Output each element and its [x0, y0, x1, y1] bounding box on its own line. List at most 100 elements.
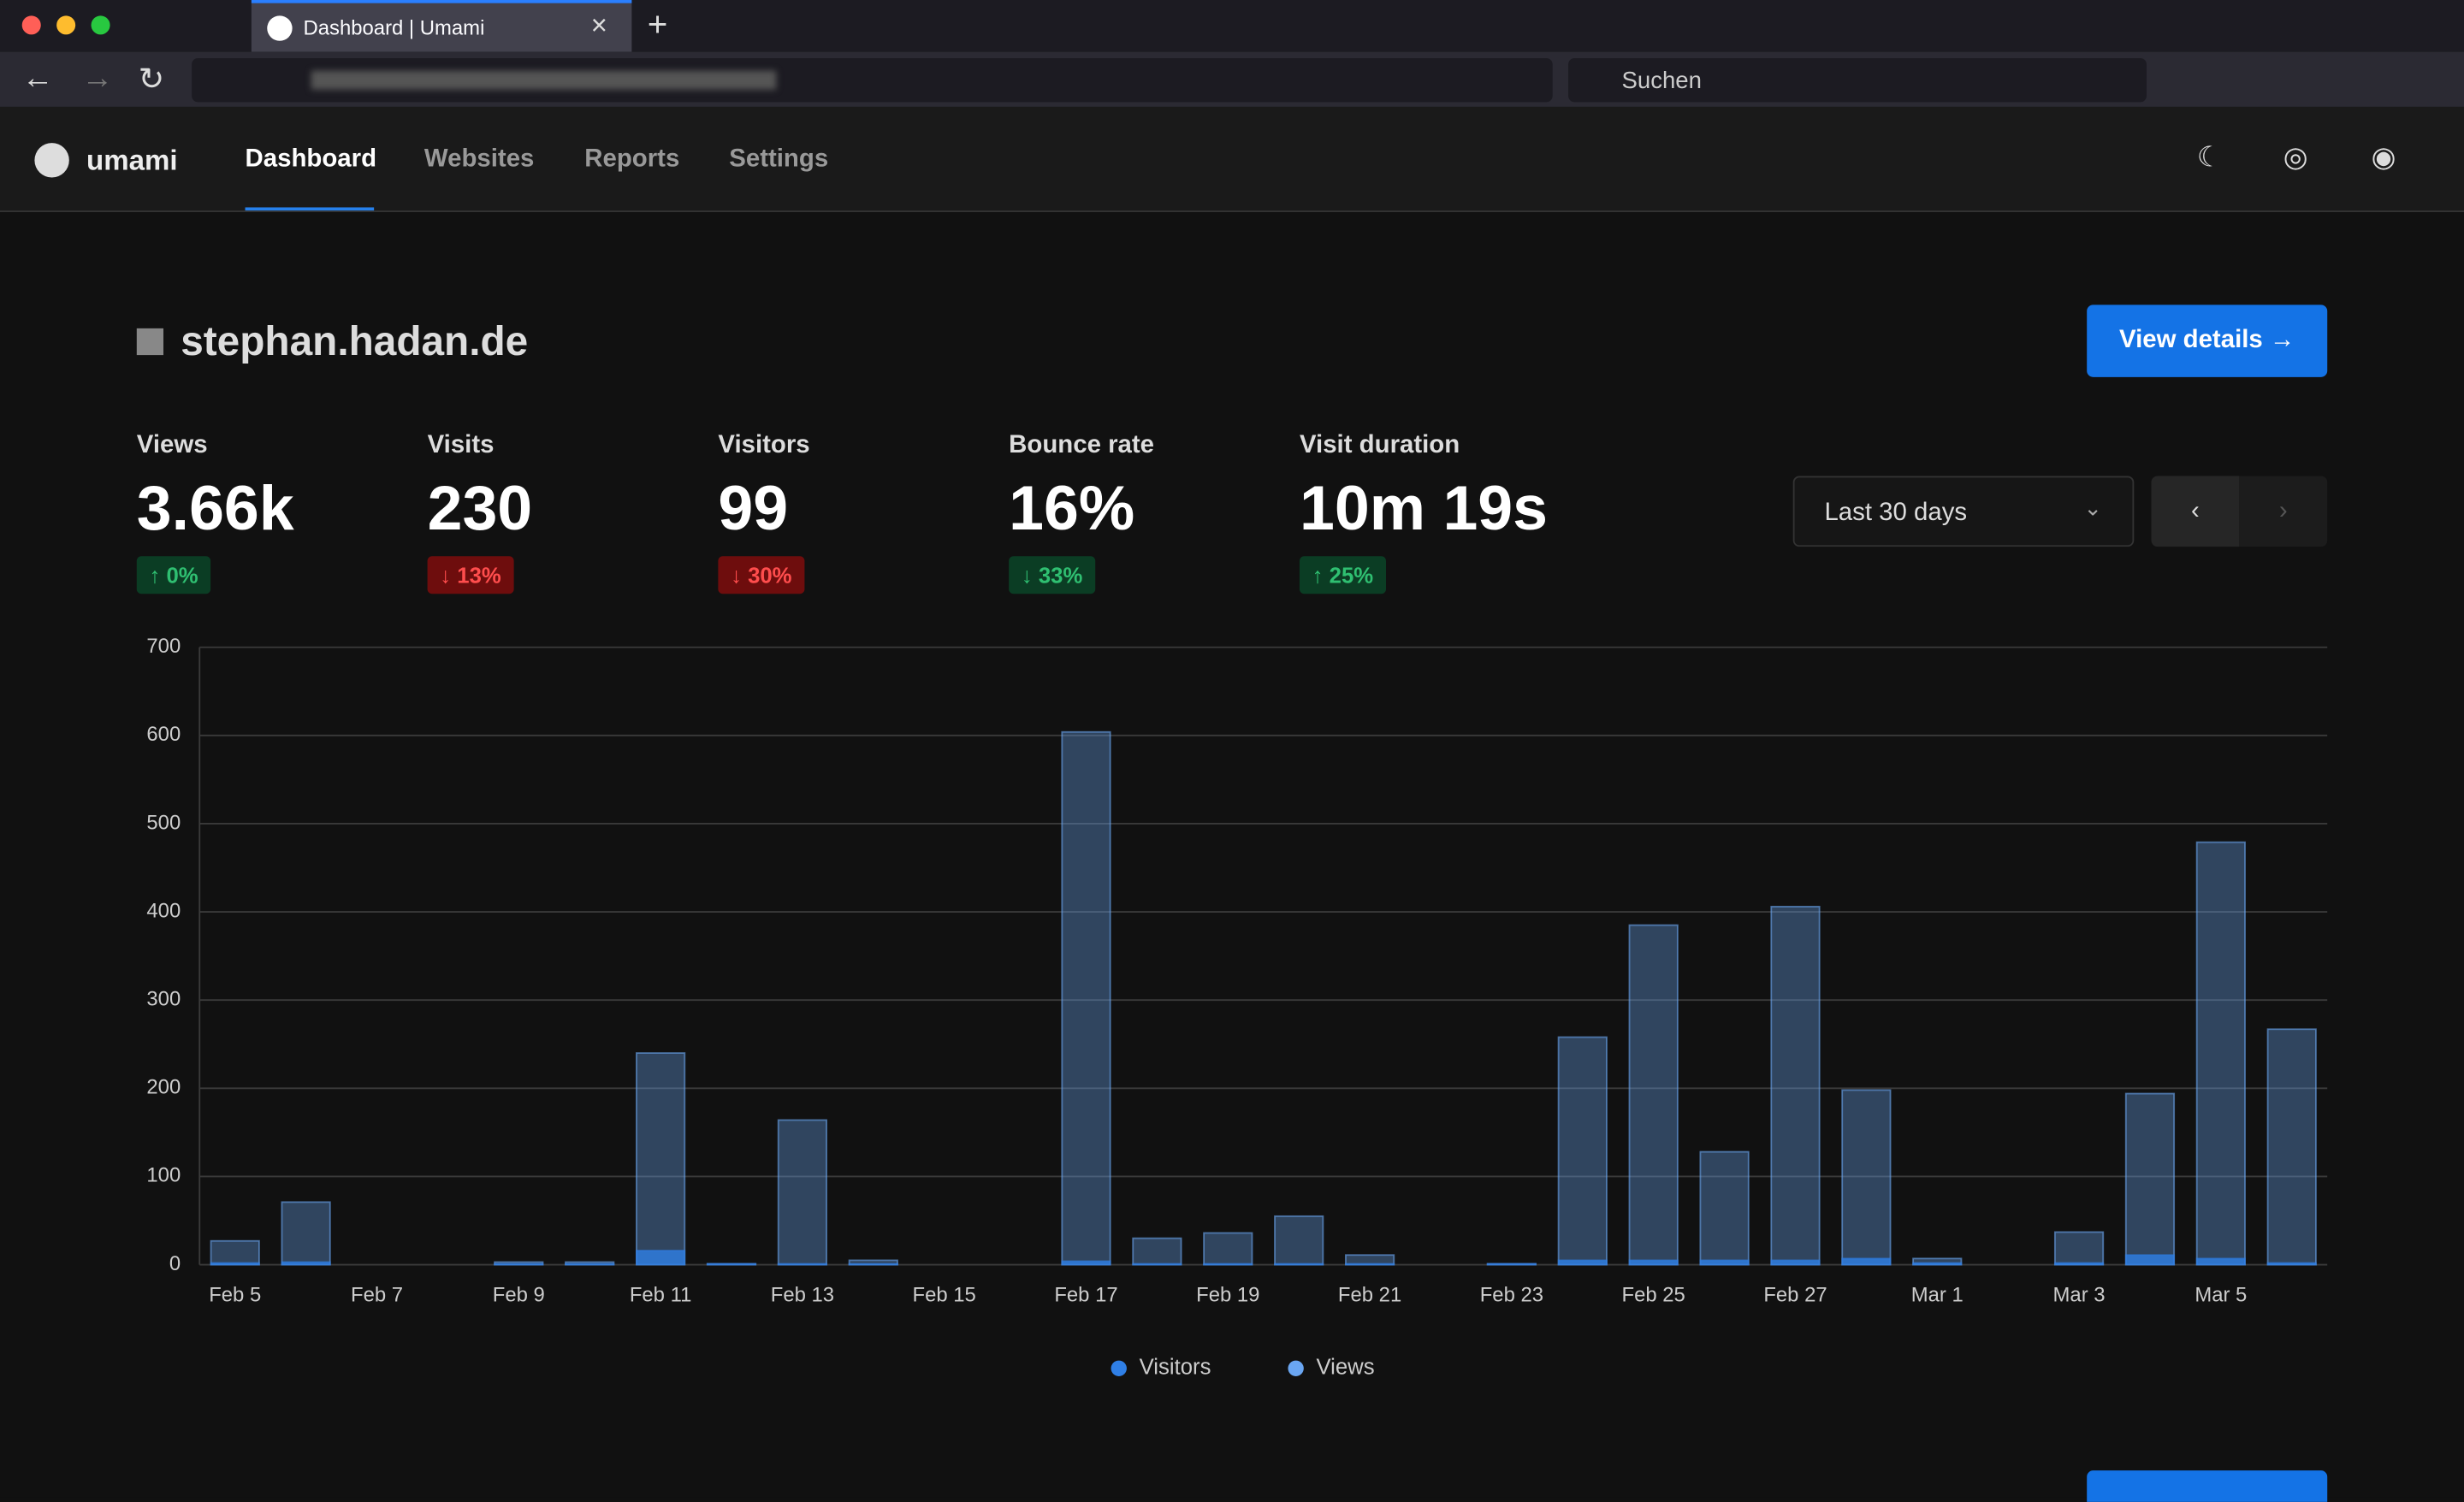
bar	[1061, 1260, 1111, 1266]
nav-item[interactable]: Settings	[729, 145, 829, 174]
x-tick-label: Feb 17	[1054, 1284, 1117, 1307]
metric-label: Visit duration	[1299, 432, 1460, 459]
profile[interactable]: ◉	[2371, 141, 2396, 174]
metric-change-value: 25%	[1329, 562, 1374, 588]
bar	[1203, 1232, 1253, 1266]
bar	[2124, 1254, 2176, 1266]
bar	[1486, 1263, 1537, 1266]
y-tick-label: 100	[146, 1164, 181, 1187]
bar	[1203, 1263, 1253, 1266]
bar	[635, 1250, 686, 1266]
bar	[281, 1201, 331, 1266]
bar	[1770, 1259, 1821, 1266]
metric-label: Visitors	[718, 432, 810, 459]
bar	[2053, 1262, 2105, 1266]
y-tick-label: 700	[146, 635, 181, 658]
metric-change: ↓ 30%	[718, 556, 805, 594]
y-tick-label: 500	[146, 811, 181, 834]
bar	[777, 1263, 828, 1266]
metric-value: 10m 19s	[1299, 474, 1549, 544]
y-tick-label: 600	[146, 723, 181, 746]
y-tick-label: 300	[146, 988, 181, 1011]
max-dot[interactable]	[91, 15, 110, 35]
logo	[34, 143, 69, 178]
tab-strip: Dashboard | Umami × +	[0, 0, 2464, 52]
legend-dot	[1288, 1360, 1304, 1376]
min-dot[interactable]	[56, 15, 76, 35]
bar	[1274, 1215, 1324, 1266]
x-tick-label: Feb 13	[771, 1284, 834, 1307]
reload[interactable]: ↻	[138, 62, 165, 98]
y-tick-label: 200	[146, 1076, 181, 1099]
prev[interactable]: ‹	[2151, 476, 2240, 547]
bar	[1841, 1257, 1892, 1266]
bar	[281, 1261, 331, 1266]
bar	[2266, 1262, 2317, 1266]
site-icon	[136, 328, 164, 356]
partial-button[interactable]	[2087, 1470, 2328, 1502]
favicon	[267, 15, 293, 41]
y-tick-label: 0	[169, 1252, 181, 1275]
bar	[565, 1263, 615, 1266]
x-tick-label: Feb 11	[630, 1284, 692, 1307]
bar	[1770, 905, 1821, 1266]
nav-item[interactable]: Dashboard	[245, 145, 377, 174]
bar	[848, 1263, 898, 1266]
legend-label: Visitors	[1140, 1356, 1211, 1380]
url-bar[interactable]	[192, 57, 1553, 103]
close-dot[interactable]	[21, 15, 41, 35]
language[interactable]: ◎	[2283, 141, 2308, 174]
x-tick-label: Feb 9	[493, 1284, 545, 1307]
x-tick-label: Feb 19	[1196, 1284, 1259, 1307]
new-tab[interactable]: +	[647, 4, 668, 44]
bar	[777, 1119, 828, 1266]
tab-title: Dashboard | Umami	[303, 15, 485, 39]
legend-dot	[1111, 1360, 1127, 1376]
bar	[2053, 1231, 2105, 1266]
bar	[2266, 1028, 2317, 1266]
bar	[2195, 841, 2246, 1266]
legend-label: Views	[1317, 1356, 1375, 1380]
bar	[1274, 1263, 1324, 1266]
metric-change: ↑ 25%	[1299, 556, 1386, 594]
next[interactable]: ›	[2239, 476, 2328, 547]
nav-item[interactable]: Reports	[584, 145, 680, 174]
view-details[interactable]: View details →	[2087, 305, 2328, 377]
bar	[635, 1052, 686, 1266]
search-placeholder: Suchen	[1621, 67, 1702, 95]
chevron: ⌄	[2083, 494, 2103, 520]
back[interactable]: ←	[21, 61, 54, 97]
metric-change-value: 33%	[1038, 562, 1083, 588]
nav-item[interactable]: Websites	[424, 145, 535, 174]
bar	[1912, 1262, 1963, 1266]
x-tick-label: Feb 21	[1338, 1284, 1401, 1307]
bar	[1699, 1259, 1750, 1266]
x-tick-label: Mar 3	[2053, 1284, 2106, 1307]
search-bar[interactable]: Suchen	[1568, 57, 2147, 103]
metric-label: Bounce rate	[1009, 432, 1155, 459]
metric-value: 16%	[1009, 474, 1135, 544]
date-dropdown[interactable]: Last 30 days ⌄	[1792, 476, 2135, 547]
theme-toggle[interactable]: ☾	[2196, 141, 2223, 174]
brand: umami	[86, 144, 178, 176]
metric-change: ↑ 0%	[136, 556, 211, 594]
bar	[1557, 1259, 1608, 1266]
tab-close[interactable]: ×	[590, 9, 607, 41]
x-tick-label: Feb 15	[913, 1284, 976, 1307]
metric-change-value: 0%	[166, 562, 198, 588]
bar	[1557, 1036, 1608, 1266]
x-tick-label: Mar 1	[1911, 1284, 1964, 1307]
bar	[1061, 730, 1111, 1266]
tab[interactable]: Dashboard | Umami ×	[251, 0, 632, 52]
bar	[1132, 1237, 1182, 1266]
metric-value: 230	[427, 474, 533, 544]
metric-change-value: 13%	[457, 562, 501, 588]
date-range: Last 30 days	[1824, 500, 1968, 527]
x-tick-label: Feb 27	[1763, 1284, 1827, 1307]
x-tick-label: Feb 23	[1480, 1284, 1543, 1307]
app-header: umami ☾ ◎ ◉	[0, 106, 2464, 212]
forward[interactable]: →	[81, 61, 114, 97]
metric-label: Views	[136, 432, 208, 459]
url-blurred	[311, 70, 777, 90]
